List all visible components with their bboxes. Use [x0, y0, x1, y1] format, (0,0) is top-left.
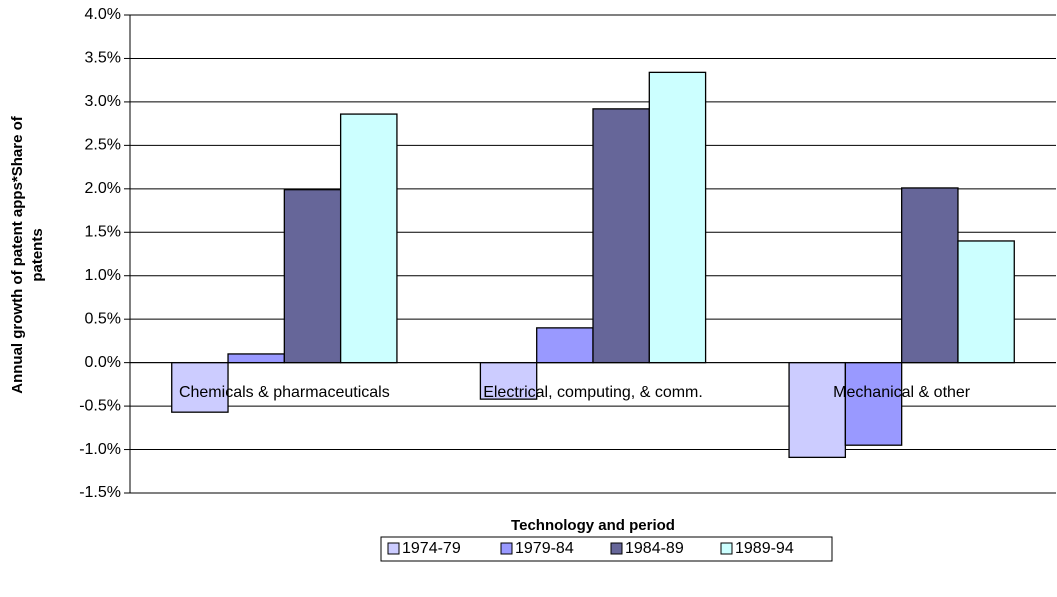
legend-swatch [500, 542, 513, 555]
category-label: Mechanical & other [833, 384, 971, 401]
y-tick-label: -1.0% [79, 441, 121, 458]
y-axis-title-line: patents [29, 228, 46, 281]
legend-label: 1989-94 [735, 540, 794, 557]
y-tick-label: 1.5% [85, 223, 121, 240]
x-axis-title: Technology and period [511, 517, 675, 534]
y-tick-label: 1.0% [85, 267, 121, 284]
bar [227, 353, 285, 364]
bar [648, 71, 707, 364]
y-tick-label: -1.5% [79, 484, 121, 501]
y-axis-title-line: Annual growth of patent apps*Share of [9, 115, 26, 394]
y-tick-label: 2.5% [85, 137, 121, 154]
legend-swatch [720, 542, 733, 555]
y-tick-label: 2.0% [85, 180, 121, 197]
category-label: Chemicals & pharmaceuticals [179, 384, 390, 401]
bar [844, 361, 903, 446]
bar [283, 189, 342, 364]
legend-label: 1984-89 [625, 540, 684, 557]
y-tick-label: 3.5% [85, 50, 121, 67]
y-tick-label: 0.5% [85, 310, 121, 327]
legend-box [380, 536, 833, 562]
y-tick-label: 3.0% [85, 93, 121, 110]
y-tick-label: 0.0% [85, 354, 121, 371]
bar [901, 187, 959, 364]
bar [592, 108, 650, 364]
y-tick-label: 4.0% [85, 6, 121, 23]
legend-label: 1979-84 [515, 540, 574, 557]
legend-label: 1974-79 [402, 540, 461, 557]
bar [536, 327, 594, 364]
y-tick-label: -0.5% [79, 397, 121, 414]
legend-swatch [387, 542, 400, 555]
bar [957, 240, 1015, 364]
bar [788, 361, 847, 459]
legend-swatch [610, 542, 623, 555]
bar [339, 113, 398, 364]
y-axis-title: Annual growth of patent apps*Share of pa… [9, 115, 46, 394]
category-label: Electrical, computing, & comm. [483, 384, 703, 401]
bar [479, 361, 538, 400]
